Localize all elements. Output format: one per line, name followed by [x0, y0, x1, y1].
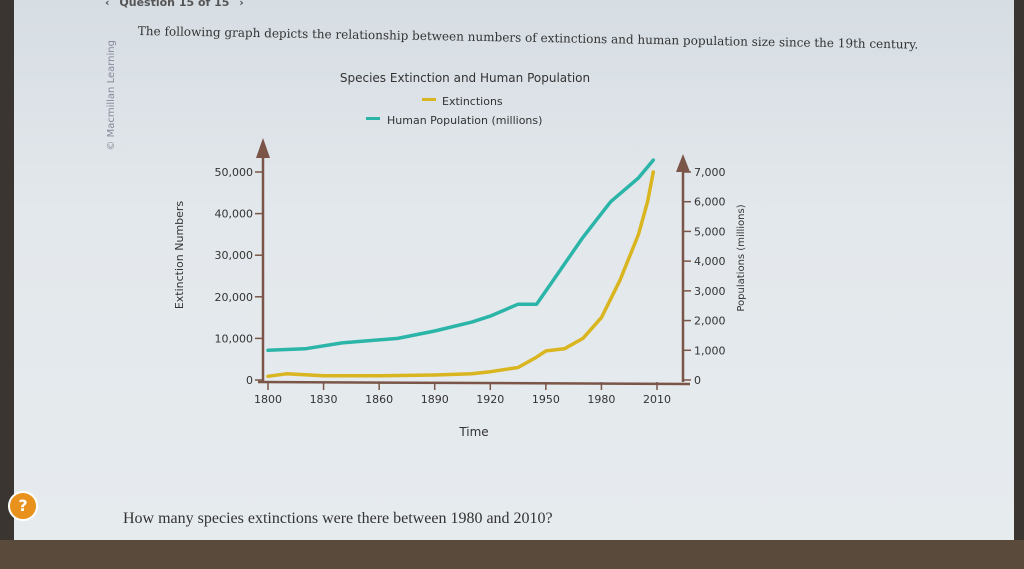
y-tick-label: 10,000	[215, 332, 254, 345]
legend-swatch-extinctions	[422, 98, 436, 101]
help-button[interactable]: ?	[8, 491, 38, 521]
x-tick-label: 1800	[254, 393, 282, 406]
y2-tick-label: 6,000	[694, 196, 726, 209]
y2-tick-label: 1,000	[694, 344, 726, 357]
y-tick-label: 50,000	[215, 166, 254, 179]
chart-title: Species Extinction and Human Population	[340, 71, 590, 85]
chevron-left-icon[interactable]: ‹	[105, 0, 110, 9]
y2-tick-label: 5,000	[694, 225, 726, 238]
extinctions-line	[266, 170, 656, 379]
x-tick-label: 2010	[643, 393, 671, 406]
x-tick-label: 1860	[365, 393, 393, 406]
legend-swatch-population	[366, 117, 380, 120]
y2-tick-label: 4,000	[694, 255, 726, 268]
y-tick-label: 40,000	[215, 208, 254, 221]
x-tick-label: 1830	[310, 393, 338, 406]
population-line	[266, 158, 656, 353]
y-axis-arrow	[256, 138, 270, 158]
y2-axis-arrow	[676, 154, 690, 172]
y2-tick-label: 3,000	[694, 285, 726, 298]
y-tick-label: 0	[246, 374, 253, 387]
x-tick-label: 1980	[587, 393, 615, 406]
x-tick-label: 1890	[421, 393, 449, 406]
x-tick-label: 1920	[476, 393, 504, 406]
screen	[14, 0, 1014, 540]
legend-label-population: Human Population (millions)	[387, 114, 542, 127]
chevron-right-icon[interactable]: ›	[239, 0, 244, 9]
legend-label-extinctions: Extinctions	[442, 95, 503, 108]
monitor-bezel	[0, 540, 1024, 569]
y2-tick-label: 2,000	[694, 315, 726, 328]
y-tick-label: 20,000	[215, 291, 254, 304]
x-axis-line	[257, 380, 691, 386]
y-axis-label: Extinction Numbers	[173, 201, 186, 310]
x-tick-label: 1950	[532, 393, 560, 406]
question-text: How many species extinctions were there …	[123, 510, 553, 527]
y2-tick-label: 7,000	[694, 166, 726, 179]
y2-tick-label: 0	[694, 374, 701, 387]
y2-axis-label: Populations (millions)	[736, 204, 747, 311]
x-axis-label: Time	[458, 425, 488, 439]
question-counter: Question 15 of 15	[119, 0, 230, 9]
question-nav: ‹ Question 15 of 15 ›	[105, 0, 250, 9]
y-tick-label: 30,000	[215, 249, 254, 262]
